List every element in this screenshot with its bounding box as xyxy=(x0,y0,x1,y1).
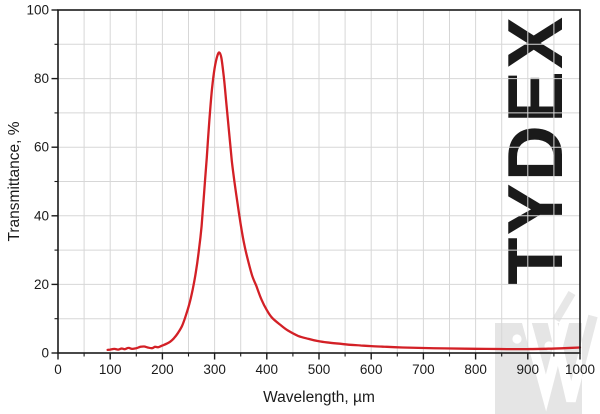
logo-w-stroke-faint-icon xyxy=(552,290,576,323)
x-tick-label: 300 xyxy=(203,362,226,377)
series-transmittance xyxy=(106,51,582,352)
x-tick-label: 600 xyxy=(360,362,383,377)
y-tick-label: 60 xyxy=(34,140,49,155)
x-tick-label: 400 xyxy=(256,362,279,377)
logo-w-stroke-faint-icon xyxy=(582,314,598,378)
tydex-logo xyxy=(495,290,598,414)
logo-w-stroke-icon xyxy=(547,323,582,403)
axis-ticks xyxy=(51,9,581,360)
x-tick-label: 1000 xyxy=(565,362,595,377)
x-tick-label: 700 xyxy=(412,362,435,377)
x-axis-title: Wavelength, µm xyxy=(263,389,375,406)
logo-dot-icon xyxy=(512,334,522,344)
tydex-watermark: TYDEX xyxy=(491,15,579,285)
y-tick-label: 0 xyxy=(41,346,49,361)
x-tick-label: 500 xyxy=(308,362,331,377)
x-tick-label: 200 xyxy=(151,362,174,377)
x-tick-label: 0 xyxy=(54,362,62,377)
axis-tick-labels: 0 100 200 300 400 500 600 700 800 900 1000 0 20 40 60 8… xyxy=(26,3,595,378)
y-tick-label: 80 xyxy=(34,71,49,86)
x-tick-label: 100 xyxy=(99,362,122,377)
grid-lines xyxy=(58,10,580,353)
x-tick-label: 800 xyxy=(464,362,487,377)
transmittance-curve xyxy=(106,51,582,352)
y-tick-label: 100 xyxy=(26,3,49,18)
y-tick-label: 40 xyxy=(34,208,49,223)
y-tick-label: 20 xyxy=(34,277,49,292)
y-axis-title: Transmittance, % xyxy=(6,121,23,241)
x-tick-label: 900 xyxy=(517,362,540,377)
